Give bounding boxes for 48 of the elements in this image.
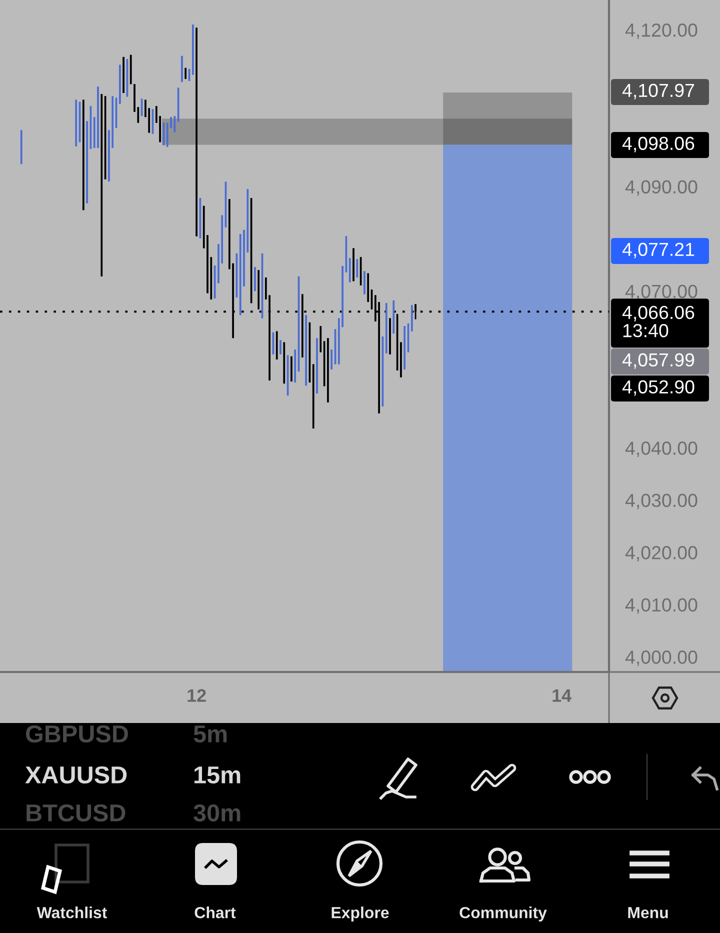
y-tick-label: 4,030.00 — [625, 494, 698, 510]
candlestick — [356, 258, 358, 278]
text: Menu — [628, 907, 668, 918]
text: Community — [460, 906, 547, 922]
y-tick-label: 4,020.00 — [625, 546, 698, 562]
ref-line-label: 4,066.06 13:40 — [622, 306, 694, 338]
y-tick-label: 4,090.00 — [625, 180, 698, 196]
candlestick — [389, 318, 391, 355]
candlestick — [162, 122, 165, 146]
candlestick — [174, 115, 176, 133]
candlestick — [352, 248, 354, 282]
text: 4,057.99 — [622, 353, 694, 369]
candlestick — [280, 339, 282, 355]
candlestick — [122, 56, 124, 94]
text: 4,098.06 — [622, 136, 694, 152]
text: 4,107.97 — [622, 84, 694, 100]
candlestick — [400, 342, 402, 378]
text: 15m — [194, 766, 240, 784]
y-tick-label: 4,070.00 — [625, 284, 698, 300]
x-tick-label: 14 — [552, 689, 572, 702]
text: Watchlist — [36, 906, 108, 918]
text: 4,077.21 — [622, 242, 694, 258]
text: GBPUSD — [26, 725, 128, 743]
candlestick — [330, 348, 333, 370]
text: XAUUSD — [25, 766, 127, 784]
text: 30m — [194, 804, 240, 822]
candlestick — [370, 288, 373, 310]
candlestick — [364, 270, 366, 295]
candlestick — [97, 86, 99, 149]
x-tick-label: 12 — [188, 689, 206, 702]
y-tick-label: 4,010.00 — [625, 598, 698, 614]
candlestick — [192, 24, 194, 76]
y-tick-label: 4,120.00 — [625, 23, 698, 39]
text: 4,052.90 — [622, 380, 694, 396]
text: 5m — [194, 726, 227, 743]
text: Chart — [194, 906, 236, 918]
text: Explore — [332, 906, 389, 922]
y-tick-label: 4,040.00 — [625, 442, 698, 458]
candlestick — [181, 55, 183, 83]
candlestick — [272, 332, 274, 355]
candlestick — [410, 304, 413, 332]
candlestick — [316, 337, 318, 394]
text: BTCUSD — [26, 804, 126, 822]
candlestick — [196, 27, 198, 237]
candlestick — [290, 356, 292, 382]
y-tick-label: 4,000.00 — [625, 650, 698, 666]
candlestick — [327, 337, 329, 404]
candlestick — [188, 68, 190, 81]
